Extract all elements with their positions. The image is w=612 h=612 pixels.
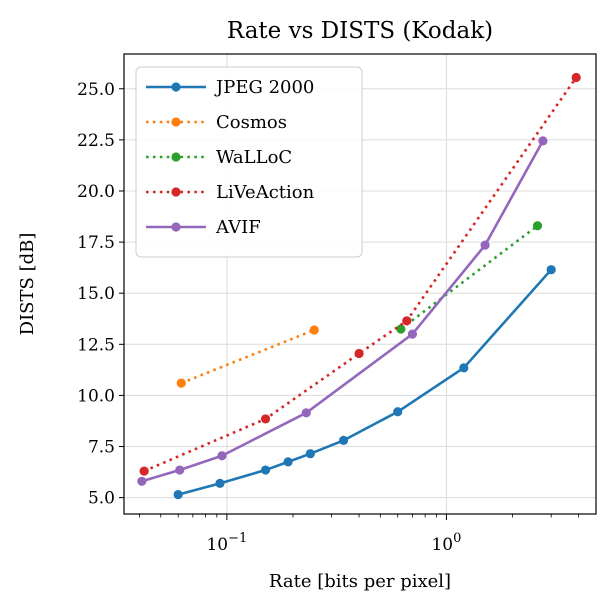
data-point bbox=[338, 435, 349, 445]
data-point bbox=[173, 489, 183, 500]
data-point bbox=[217, 451, 227, 461]
data-point bbox=[571, 72, 581, 83]
series-line bbox=[177, 268, 553, 496]
series-jpeg-2000 bbox=[173, 265, 556, 500]
y-tick-label: 5.0 bbox=[88, 489, 115, 509]
series-avif bbox=[137, 136, 548, 486]
legend-label: AVIF bbox=[215, 217, 261, 238]
y-tick-label: 17.5 bbox=[77, 233, 115, 253]
legend-marker bbox=[171, 222, 181, 232]
legend-item: AVIF bbox=[146, 217, 261, 238]
data-point bbox=[137, 476, 147, 486]
x-tick-label: 100 bbox=[431, 531, 461, 555]
series-cosmos bbox=[176, 325, 319, 388]
y-tick-label: 12.5 bbox=[77, 335, 115, 355]
data-point bbox=[402, 316, 412, 326]
data-point bbox=[396, 324, 406, 334]
data-point bbox=[260, 465, 271, 475]
y-tick-label: 7.5 bbox=[88, 438, 115, 458]
data-point bbox=[176, 378, 186, 388]
legend-marker bbox=[171, 152, 181, 162]
y-tick-label: 20.0 bbox=[77, 182, 115, 202]
data-point bbox=[538, 136, 548, 146]
legend-label: JPEG 2000 bbox=[214, 77, 314, 98]
axis-ticks: 5.0 7.5 10.0 12.5 15.0 17.5 20.0 22.5 25.0 10−1 10… bbox=[77, 80, 580, 555]
data-point bbox=[260, 414, 271, 424]
y-tick-label: 25.0 bbox=[77, 80, 115, 100]
legend-box bbox=[135, 66, 363, 258]
legend-marker bbox=[171, 82, 181, 92]
data-point bbox=[480, 240, 490, 250]
data-point bbox=[407, 329, 418, 339]
data-point bbox=[393, 407, 403, 417]
x-axis-label: Rate [bits per pixel] bbox=[269, 571, 451, 592]
legend-item: JPEG 2000 bbox=[146, 77, 314, 98]
series-liveaction bbox=[139, 72, 581, 476]
data-point bbox=[301, 408, 311, 418]
series-line bbox=[400, 224, 539, 331]
data-point bbox=[305, 449, 315, 459]
data-point bbox=[546, 265, 556, 275]
series-walloc bbox=[396, 221, 543, 334]
legend-item: LiVeAction bbox=[146, 182, 315, 203]
data-point bbox=[532, 221, 543, 231]
legend-marker bbox=[171, 117, 181, 127]
legend-label: LiVeAction bbox=[216, 182, 315, 203]
chart-title: Rate vs DISTS (Kodak) bbox=[227, 18, 493, 44]
legend-item: Cosmos bbox=[146, 112, 287, 133]
y-axis-label: DISTS [dB] bbox=[17, 233, 38, 336]
legend: JPEG 2000 Cosmos WaLLoC LiVeAction AVIF bbox=[135, 66, 363, 258]
plot-frame bbox=[123, 53, 597, 515]
data-point bbox=[175, 465, 185, 475]
data-point bbox=[459, 363, 469, 373]
data-point bbox=[215, 478, 225, 488]
data-point bbox=[283, 457, 293, 467]
data-point bbox=[354, 348, 364, 359]
plot-series bbox=[137, 72, 581, 500]
data-point bbox=[139, 466, 149, 476]
legend-label: WaLLoC bbox=[216, 147, 292, 168]
y-tick-label: 22.5 bbox=[77, 131, 115, 151]
series-line bbox=[180, 328, 315, 385]
y-tick-label: 15.0 bbox=[77, 284, 115, 304]
legend-label: Cosmos bbox=[216, 112, 287, 133]
y-tick-label: 10.0 bbox=[77, 386, 115, 406]
legend-marker bbox=[171, 187, 181, 197]
legend-item: WaLLoC bbox=[146, 147, 292, 168]
data-point bbox=[309, 325, 319, 335]
x-tick-label: 10−1 bbox=[206, 531, 247, 555]
